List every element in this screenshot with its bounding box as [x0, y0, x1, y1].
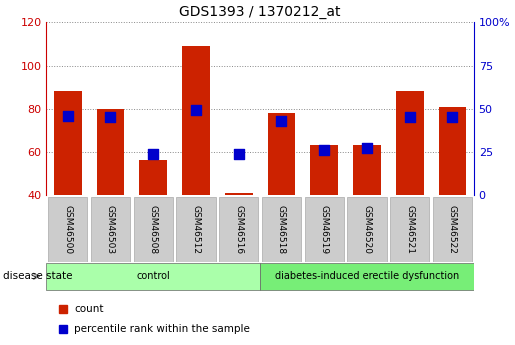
Point — [406, 115, 414, 120]
Bar — [225, 193, 252, 195]
Bar — [347, 197, 387, 262]
Bar — [219, 197, 259, 262]
Point — [234, 151, 243, 156]
Bar — [439, 107, 466, 195]
Bar — [390, 197, 430, 262]
Bar — [268, 113, 295, 195]
Text: GSM46508: GSM46508 — [149, 205, 158, 254]
Point — [448, 115, 456, 120]
Bar — [91, 197, 130, 262]
Point — [149, 151, 157, 156]
Text: GSM46503: GSM46503 — [106, 205, 115, 254]
Bar — [260, 263, 474, 290]
Point — [277, 118, 285, 124]
Bar — [54, 91, 81, 195]
Text: GSM46512: GSM46512 — [192, 205, 200, 254]
Bar — [311, 145, 338, 195]
Point — [192, 108, 200, 113]
Point — [106, 115, 114, 120]
Text: control: control — [136, 271, 170, 281]
Bar — [353, 145, 381, 195]
Bar — [48, 197, 88, 262]
Text: GSM46521: GSM46521 — [405, 205, 414, 254]
Bar — [262, 197, 301, 262]
Bar — [304, 197, 344, 262]
Text: GSM46500: GSM46500 — [63, 205, 72, 254]
Text: GSM46519: GSM46519 — [320, 205, 329, 254]
Bar — [140, 160, 167, 195]
Title: GDS1393 / 1370212_at: GDS1393 / 1370212_at — [179, 4, 341, 19]
Bar — [182, 46, 210, 195]
Bar — [46, 263, 260, 290]
Point — [63, 113, 72, 118]
Text: GSM46518: GSM46518 — [277, 205, 286, 254]
Text: count: count — [74, 304, 104, 314]
Text: GSM46520: GSM46520 — [363, 205, 371, 254]
Bar — [396, 91, 423, 195]
Point — [320, 147, 329, 153]
Text: disease state: disease state — [3, 271, 72, 281]
Bar — [176, 197, 216, 262]
Text: percentile rank within the sample: percentile rank within the sample — [74, 324, 250, 334]
Bar — [133, 197, 173, 262]
Bar — [97, 109, 124, 195]
Bar — [433, 197, 472, 262]
Point — [363, 146, 371, 151]
Text: diabetes-induced erectile dysfunction: diabetes-induced erectile dysfunction — [275, 271, 459, 281]
Text: GSM46522: GSM46522 — [448, 205, 457, 254]
Text: GSM46516: GSM46516 — [234, 205, 243, 254]
